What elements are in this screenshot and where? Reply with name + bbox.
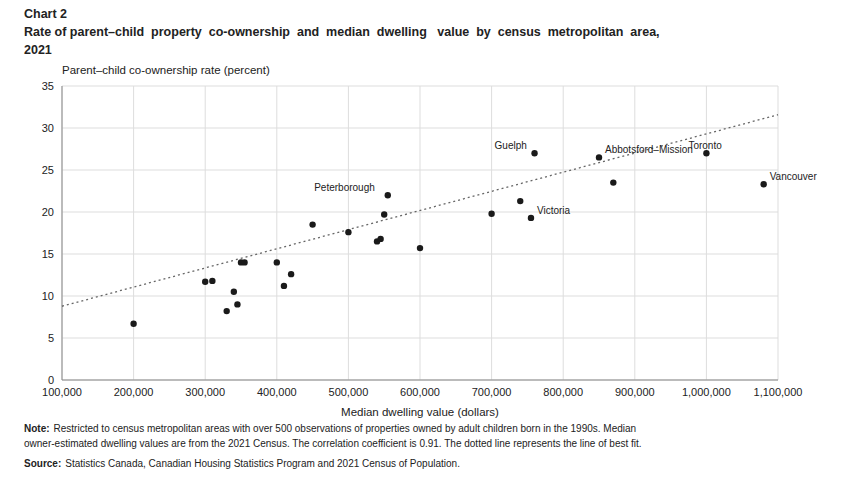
point — [281, 283, 287, 289]
x-grid-line — [634, 86, 635, 380]
note-label: Source: — [24, 458, 61, 469]
x-axis-line — [62, 380, 778, 381]
x-grid-line — [205, 86, 206, 380]
annotation: Guelph — [495, 140, 527, 151]
note-label: Note: — [24, 423, 50, 434]
point — [417, 245, 423, 251]
x-grid-line — [62, 86, 63, 380]
point — [223, 308, 229, 314]
y-axis-line — [62, 86, 63, 380]
x-tick-label: 300,000 — [185, 386, 225, 398]
point — [130, 321, 136, 327]
point — [531, 150, 537, 156]
annotation: Toronto — [688, 140, 722, 151]
y-tick-label: 30 — [42, 122, 54, 134]
x-grid-line — [778, 86, 779, 380]
note-text: Statistics Canada, Canadian Housing Stat… — [65, 458, 460, 469]
point — [231, 289, 237, 295]
y-tick-label: 5 — [48, 332, 54, 344]
x-axis-label: Median dwelling value (dollars) — [341, 406, 499, 418]
x-tick-label: 900,000 — [615, 386, 655, 398]
x-tick-label: 400,000 — [257, 386, 297, 398]
grid — [62, 86, 778, 380]
y-grid-line — [62, 380, 778, 381]
y-tick-label: 25 — [42, 164, 54, 176]
annotation: Peterborough — [314, 182, 375, 193]
y-axis-label: Parent–child co-ownership rate (percent) — [62, 64, 270, 76]
x-tick-label: 700,000 — [472, 386, 512, 398]
y-tick-label: 10 — [42, 290, 54, 302]
x-grid-line — [706, 86, 707, 380]
point — [345, 229, 351, 235]
x-grid-line — [491, 86, 492, 380]
annotation: Abbotsford–Mission — [605, 144, 693, 155]
x-tick-label: 1,000,000 — [682, 386, 731, 398]
point — [596, 154, 602, 160]
point — [241, 259, 247, 265]
title: Rate of parent–child property co-ownersh… — [24, 25, 660, 39]
y-tick-label: 20 — [42, 206, 54, 218]
point — [377, 236, 383, 242]
x-tick-label: 1,100,000 — [754, 386, 803, 398]
y-tick-label: 35 — [42, 80, 54, 92]
x-tick-label: 200,000 — [114, 386, 154, 398]
y-tick-label: 0 — [48, 374, 54, 386]
annotation: Victoria — [537, 205, 571, 216]
point — [202, 279, 208, 285]
x-tick-label: 600,000 — [400, 386, 440, 398]
annotation: Vancouver — [770, 171, 818, 182]
trend-line — [62, 115, 778, 307]
x-grid-line — [420, 86, 421, 380]
x-grid-line — [133, 86, 134, 380]
point — [209, 278, 215, 284]
point — [274, 259, 280, 265]
point — [381, 211, 387, 217]
title: 2021 — [24, 43, 52, 57]
point — [309, 221, 315, 227]
x-tick-label: 500,000 — [329, 386, 369, 398]
point — [517, 198, 523, 204]
x-tick-label: 100,000 — [42, 386, 82, 398]
point — [385, 192, 391, 198]
x-grid-line — [276, 86, 277, 380]
title: Chart 2 — [24, 7, 67, 21]
point — [528, 215, 534, 221]
x-grid-line — [563, 86, 564, 380]
point — [488, 210, 494, 216]
chart: Chart 2 Rate of parent–child property co-… — [0, 0, 852, 493]
note-text: owner-estimated dwelling values are from… — [24, 438, 642, 449]
x-tick-label: 800,000 — [543, 386, 583, 398]
point — [760, 181, 766, 187]
point — [234, 301, 240, 307]
plot-area — [62, 115, 778, 327]
point — [288, 271, 294, 277]
point — [610, 179, 616, 185]
note-text: Restricted to census metropolitan areas … — [54, 423, 637, 434]
y-tick-label: 15 — [42, 248, 54, 260]
